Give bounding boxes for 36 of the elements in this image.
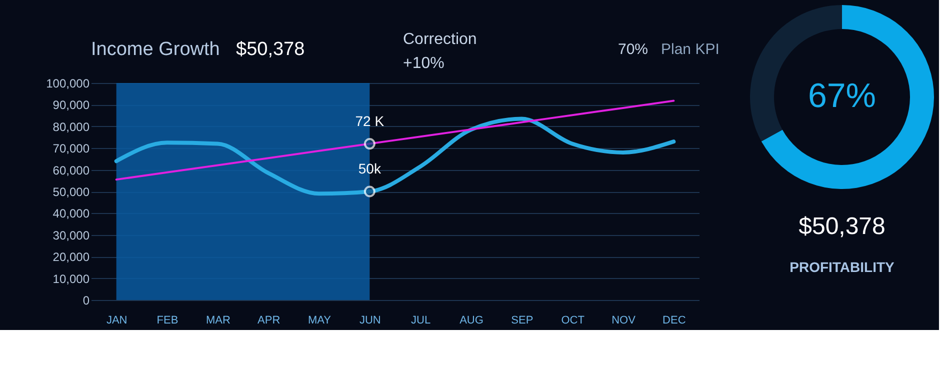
y-tick-label: 60,000: [52, 163, 90, 178]
y-tick-label: 10,000: [52, 272, 90, 286]
text: +10%: [403, 55, 444, 72]
x-tick-label: MAY: [308, 314, 332, 326]
text: Correction: [403, 31, 477, 48]
x-tick-label: JUN: [359, 314, 381, 326]
text: $50,378: [236, 39, 305, 60]
y-tick-label: 0: [82, 294, 90, 308]
y-tick-label: 70,000: [52, 142, 90, 156]
x-tick-label: APR: [258, 314, 280, 326]
x-tick-label: FEB: [156, 314, 178, 326]
line-series: [115, 100, 675, 181]
x-tick-label: NOV: [612, 314, 636, 326]
text: Plan KPI: [661, 41, 720, 58]
annotation: 50k: [358, 160, 382, 176]
y-tick-label: 40,000: [52, 206, 90, 221]
chart-title: Income Growth: [91, 39, 220, 60]
y-tick-label: 30,000: [52, 228, 90, 242]
text: 70%: [618, 41, 648, 58]
x-tick-label: DEC: [662, 314, 686, 326]
x-tick-label: JUL: [411, 314, 431, 326]
text: PROFITABILITY: [790, 259, 896, 275]
annotation: 72 K: [355, 112, 385, 129]
text: $50,378: [798, 213, 886, 240]
x-tick-label: MAR: [206, 314, 230, 326]
y-tick-label: 100,000: [46, 76, 90, 90]
x-tick-label: OCT: [561, 314, 585, 326]
y-tick-label: 50,000: [52, 185, 90, 199]
text: 67%: [808, 77, 876, 115]
y-tick-label: 90,000: [52, 98, 90, 112]
y-tick-label: 80,000: [52, 120, 90, 134]
x-tick-label: SEP: [511, 314, 534, 326]
x-tick-label: AUG: [460, 314, 484, 326]
donut-slice: [761, 5, 934, 189]
y-tick-label: 20,000: [52, 250, 90, 264]
x-tick-label: JAN: [106, 314, 128, 326]
